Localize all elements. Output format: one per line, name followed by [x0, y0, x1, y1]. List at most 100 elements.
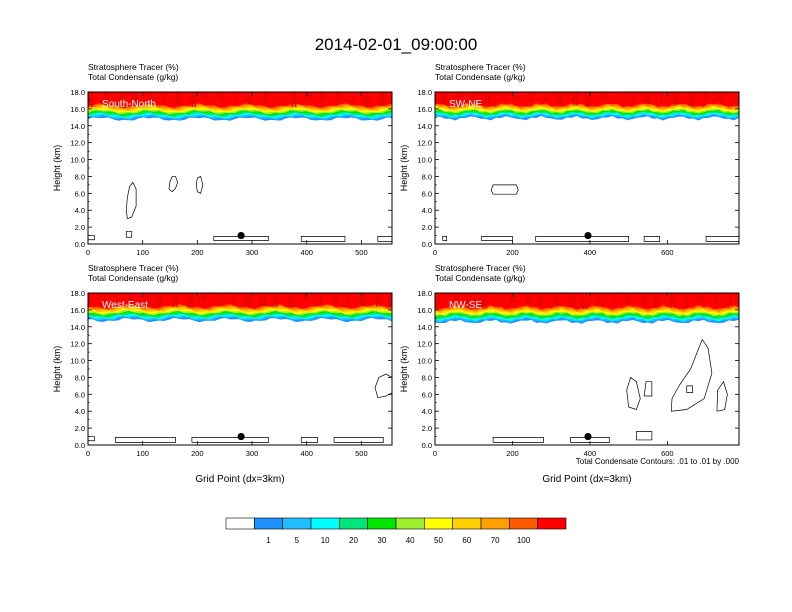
tracer-streak: [588, 92, 591, 107]
condensate-contour: [300, 437, 318, 443]
tracer-streak: [713, 293, 716, 303]
tracer-streak: [601, 293, 603, 302]
tracer-streak: [676, 92, 678, 106]
panel-title-condensate: Total Condensate (g/kg): [435, 273, 525, 283]
tracer-streak: [276, 293, 278, 307]
condensate-contour: [686, 385, 693, 393]
tracer-streak: [291, 92, 294, 107]
panel-label: West-East: [102, 300, 148, 311]
tracer-streak: [629, 293, 631, 304]
y-axis-label: Height (km): [52, 346, 62, 393]
tracer-streak: [576, 92, 578, 106]
tracer-streak: [626, 293, 628, 304]
tracer-streak: [338, 92, 341, 103]
y-tick-label: 4.0: [75, 407, 85, 416]
tracer-streak: [250, 92, 253, 104]
tracer-streak: [585, 293, 588, 309]
y-axis-label: Height (km): [399, 346, 409, 393]
tracer-streak: [516, 92, 519, 101]
condensate-contour: [374, 373, 393, 399]
panel-title-tracer: Stratosphere Tracer (%): [435, 263, 526, 273]
tracer-streak: [704, 92, 707, 100]
tracer-streak: [569, 293, 572, 308]
tracer-streak: [613, 293, 616, 303]
tracer-streak: [453, 293, 456, 307]
tracer-streak: [235, 92, 237, 103]
tracer-streak: [335, 92, 338, 103]
tracer-streak: [544, 92, 547, 104]
tracer-streak: [316, 293, 319, 303]
colorbar-label: 100: [517, 536, 531, 545]
x-axis-label: Grid Point (dx=3km): [542, 474, 631, 485]
location-marker: [584, 231, 592, 240]
tracer-streak: [310, 92, 313, 100]
tracer-streak: [541, 293, 544, 306]
tracer-streak: [194, 92, 197, 107]
tracer-streak: [376, 293, 378, 307]
tracer-streak: [717, 293, 719, 303]
x-tick-label: 300: [246, 449, 259, 458]
tracer-streak: [597, 293, 600, 302]
tracer-streak: [469, 293, 472, 308]
tracer-streak: [538, 293, 541, 306]
colorbar-label: 40: [406, 536, 415, 545]
y-tick-label: 0.0: [422, 240, 432, 249]
tracer-streak: [460, 92, 462, 105]
colorbar-swatch: [537, 517, 567, 530]
tracer-streak: [88, 293, 90, 308]
tracer-streak: [150, 92, 153, 104]
x-tick-label: 500: [355, 449, 368, 458]
tracer-streak: [513, 293, 515, 303]
tracer-streak: [363, 92, 366, 105]
panel-label: NW-SE: [449, 300, 482, 311]
condensate-contour: [492, 437, 544, 443]
tracer-streak: [363, 293, 366, 306]
tracer-streak: [348, 293, 350, 305]
y-tick-label: 16.0: [70, 105, 85, 114]
tracer-streak: [557, 293, 559, 307]
y-tick-label: 4.0: [75, 206, 85, 215]
y-tick-label: 8.0: [75, 172, 85, 181]
x-tick-label: 200: [506, 449, 519, 458]
tracer-streak: [379, 92, 382, 106]
y-tick-label: 18.0: [70, 289, 85, 298]
tracer-streak: [554, 293, 556, 307]
condensate-contour: [643, 236, 660, 242]
y-tick-label: 10.0: [417, 357, 432, 366]
y-tick-label: 8.0: [422, 172, 432, 181]
condensate-contour: [570, 437, 610, 443]
tracer-streak: [601, 92, 603, 100]
x-tick-label: 500: [355, 248, 368, 257]
tracer-streak: [160, 293, 162, 306]
tracer-streak: [648, 92, 650, 104]
tracer-streak: [122, 92, 125, 102]
x-tick-label: 100: [136, 449, 149, 458]
condensate-contour: [643, 381, 653, 397]
condensate-contour: [88, 436, 95, 442]
x-tick-label: 200: [506, 248, 519, 257]
colorbar-swatch: [480, 517, 510, 530]
location-marker: [237, 231, 245, 240]
tracer-streak: [131, 92, 134, 103]
tracer-streak: [469, 92, 472, 106]
tracer-streak: [106, 92, 109, 100]
tracer-streak: [219, 92, 222, 102]
condensate-contour: [481, 236, 513, 241]
tracer-streak: [219, 293, 222, 303]
tracer-streak: [529, 293, 531, 304]
colorbar-label: 50: [434, 536, 443, 545]
tracer-streak: [116, 293, 118, 303]
colorbar-swatch: [452, 517, 482, 530]
tracer-streak: [388, 293, 391, 308]
y-tick-label: 0.0: [422, 441, 432, 450]
x-tick-label: 0: [433, 248, 437, 257]
tracer-streak: [207, 92, 209, 100]
panel-title-condensate: Total Condensate (g/kg): [88, 273, 178, 283]
condensate-contours: [442, 184, 740, 242]
tracer-streak: [510, 293, 512, 303]
tracer-streak: [466, 293, 468, 308]
tracer-streak: [529, 92, 531, 102]
y-tick-label: 2.0: [75, 223, 85, 232]
condensate-contour: [191, 437, 269, 443]
y-tick-label: 12.0: [417, 340, 432, 349]
